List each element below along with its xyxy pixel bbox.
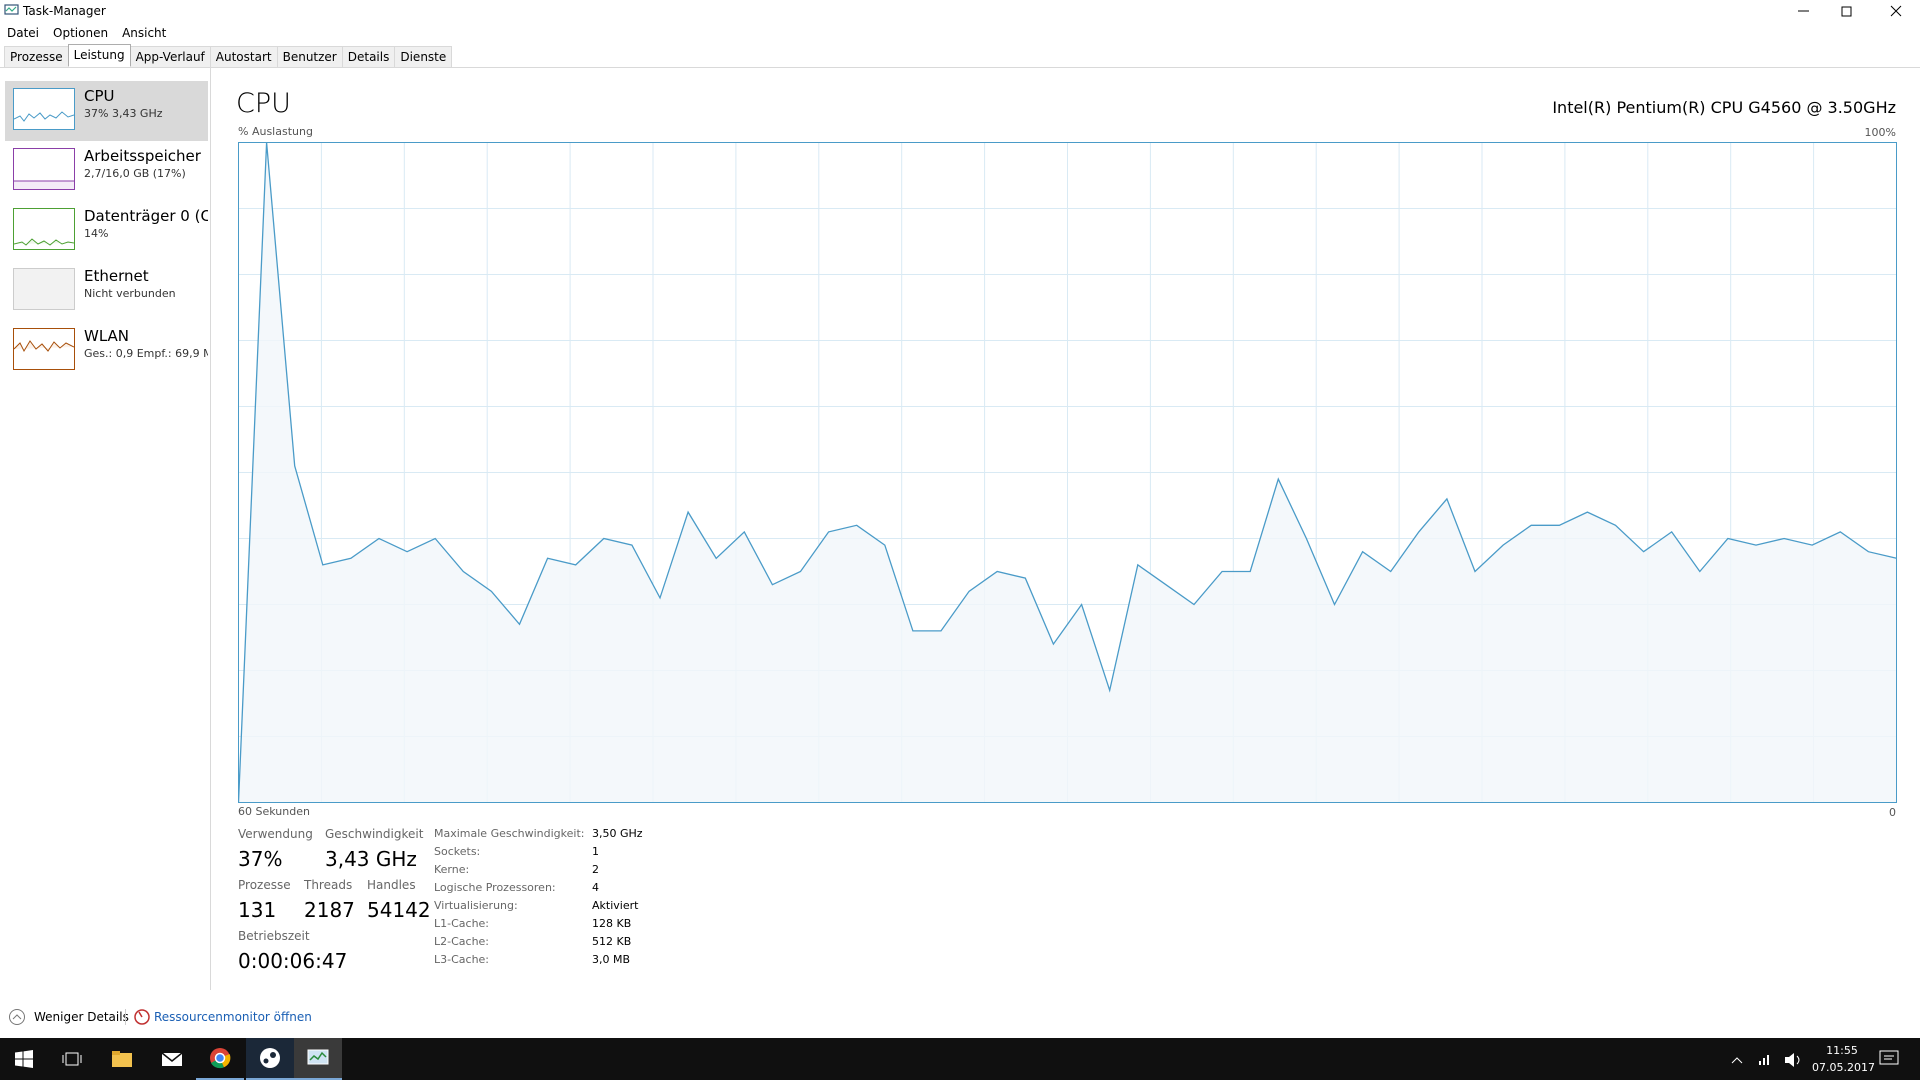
menu-bar: Datei Optionen Ansicht [0, 22, 173, 44]
resource-monitor-link[interactable]: Ressourcenmonitor öffnen [154, 1010, 312, 1024]
tab[interactable]: Benutzer [276, 46, 343, 68]
sidebar-item[interactable]: Datenträger 0 (C:) 14% [5, 201, 208, 261]
clock[interactable]: 11:55 07.05.2017 [1812, 1042, 1875, 1076]
spec-value: 3,50 GHz [592, 827, 643, 840]
title-bar: Task-Manager [0, 0, 1920, 22]
tray-icons[interactable] [1730, 1050, 1820, 1070]
menu-item[interactable]: Ansicht [122, 26, 167, 40]
tab[interactable]: Prozesse [4, 46, 69, 68]
stat-value: 2187 [304, 898, 355, 922]
thumbnail [13, 268, 75, 310]
spec-label: Maximale Geschwindigkeit: [434, 827, 585, 840]
page-heading: CPU [236, 88, 291, 119]
spec-value: 1 [592, 845, 599, 858]
stat-value: 3,43 GHz [325, 847, 417, 871]
tab[interactable]: App-Verlauf [129, 46, 211, 68]
sidebar-item[interactable]: Arbeitsspeicher 2,7/16,0 GB (17%) [5, 141, 208, 201]
monitor-icon [134, 1009, 150, 1025]
y-ticks: 100% 0 [1700, 0, 1896, 820]
stat-label: Handles [367, 878, 416, 892]
less-details[interactable]: Weniger Details [34, 1010, 129, 1024]
tab[interactable]: Details [341, 46, 396, 68]
start-button[interactable] [0, 1038, 48, 1080]
separator [125, 1009, 126, 1025]
stat-value: 37% [238, 847, 283, 871]
stat-value: 131 [238, 898, 277, 922]
tab[interactable]: Dienste [394, 46, 453, 68]
stat-label: Betriebszeit [238, 929, 310, 943]
y-tick-label: 100% [1864, 125, 1896, 139]
spec-table: Maximale Geschwindigkeit: 3,50 GHz Sockets… [434, 827, 734, 977]
x-axis-label: 60 Sekunden [238, 805, 310, 818]
spec-label: Virtualisierung: [434, 899, 518, 912]
thumbnail [13, 148, 75, 190]
collapse-icon[interactable] [8, 1008, 26, 1026]
sidebar-item[interactable]: Ethernet Nicht verbunden [5, 261, 208, 321]
spec-label: L3-Cache: [434, 953, 490, 966]
usage-line [238, 142, 1897, 803]
spec-value: 512 KB [592, 935, 632, 948]
spec-label: L1-Cache: [434, 917, 490, 930]
tab[interactable]: Autostart [209, 46, 278, 68]
taskbar: 11:55 07.05.2017 [0, 1038, 1920, 1080]
date: 07.05.2017 [1812, 1061, 1875, 1074]
item-detail: Ges.: 0,9 Empf.: 69,9 MB [84, 347, 208, 360]
spec-label: Logische Prozessoren: [434, 881, 556, 894]
spec-value: 4 [592, 881, 599, 894]
spec-label: L2-Cache: [434, 935, 490, 948]
tab-bar: Prozesse Leistung App-Verlauf Autostart … [4, 44, 453, 68]
sidebar-item[interactable]: CPU 37% 3,43 GHz [5, 81, 208, 141]
stat-label: Prozesse [238, 878, 291, 892]
spec-label: Sockets: [434, 845, 481, 858]
menu-item[interactable]: Optionen [53, 26, 109, 40]
task-view[interactable] [48, 1038, 96, 1080]
explorer[interactable] [98, 1038, 146, 1080]
spec-label: Kerne: [434, 863, 470, 876]
item-name: WLAN [84, 327, 130, 345]
task-manager[interactable] [294, 1038, 342, 1080]
chrome[interactable] [196, 1038, 244, 1080]
y-axis-label: % Auslastung [238, 125, 313, 138]
item-detail: 37% 3,43 GHz [84, 107, 163, 120]
stat-value: 0:00:06:47 [238, 949, 348, 973]
item-name: Ethernet [84, 267, 149, 285]
stat-label: Verwendung [238, 827, 313, 841]
cpu-chart [238, 142, 1897, 803]
thumbnail [13, 328, 75, 370]
tab[interactable]: Leistung [67, 44, 131, 66]
mail[interactable] [148, 1038, 196, 1080]
spec-value: 128 KB [592, 917, 632, 930]
item-detail: 2,7/16,0 GB (17%) [84, 167, 186, 180]
sidebar-item[interactable]: WLAN Ges.: 0,9 Empf.: 69,9 MB [5, 321, 208, 381]
plot-border [238, 142, 1897, 803]
item-detail: Nicht verbunden [84, 287, 176, 300]
thumbnail [13, 88, 75, 130]
action-center[interactable] [1878, 1049, 1902, 1069]
divider [0, 67, 1920, 68]
item-name: Arbeitsspeicher [84, 147, 201, 165]
stat-label: Geschwindigkeit [325, 827, 424, 841]
item-detail: 14% [84, 227, 109, 240]
spec-value: Aktiviert [592, 899, 639, 912]
sidebar: CPU 37% 3,43 GHz Arbeitsspeicher 2,7/16,… [0, 68, 211, 990]
time: 11:55 [1826, 1044, 1858, 1057]
thumbnail [13, 208, 75, 250]
item-name: CPU [84, 87, 115, 105]
spec-value: 2 [592, 863, 599, 876]
app-icon [4, 4, 19, 15]
item-name: Datenträger 0 (C:) [84, 207, 208, 225]
stat-value: 54142 [367, 898, 431, 922]
steam[interactable] [246, 1038, 294, 1080]
spec-value: 3,0 MB [592, 953, 631, 966]
window-title: Task-Manager [23, 4, 106, 18]
window-controls[interactable] [1790, 0, 1920, 22]
stat-label: Threads [304, 878, 353, 892]
cpu-model: Intel(R) Pentium(R) CPU G4560 @ 3.50GHz [1552, 98, 1896, 117]
y-tick-label: 0 [1889, 805, 1896, 819]
menu-item[interactable]: Datei [7, 26, 40, 40]
footer: Weniger Details Ressourcenmonitor öffnen [0, 1003, 1920, 1031]
usage-area [238, 142, 1897, 803]
